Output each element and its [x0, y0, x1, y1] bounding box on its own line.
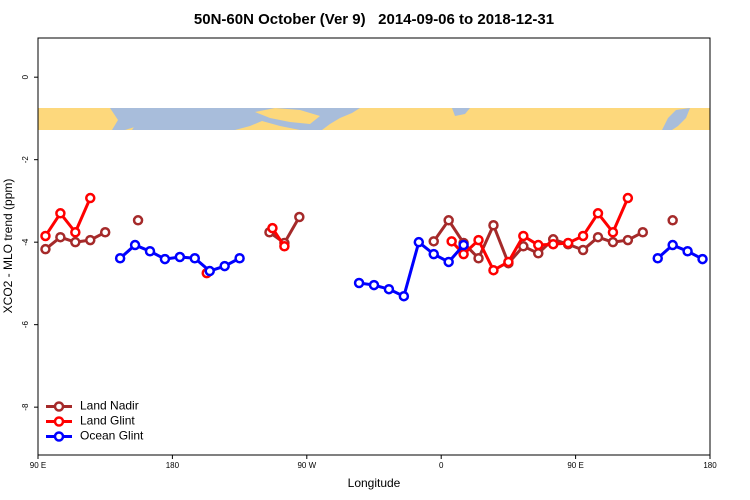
point [488, 264, 499, 276]
point [446, 236, 457, 247]
legend-label: Land Nadir [80, 399, 139, 413]
point [398, 290, 410, 302]
point [577, 230, 589, 242]
point [114, 253, 126, 264]
point [219, 260, 230, 272]
point [592, 208, 604, 219]
series-line [44, 197, 630, 273]
point [40, 230, 51, 242]
point [697, 253, 708, 265]
x-tick-label: 90 W [297, 461, 316, 470]
legend-label: Land Glint [80, 414, 135, 428]
point [234, 253, 245, 264]
point [473, 234, 484, 246]
point [267, 222, 278, 234]
point [353, 277, 365, 289]
point [70, 236, 81, 248]
point [682, 245, 693, 257]
point [294, 211, 305, 223]
point [70, 227, 81, 238]
map-band [38, 108, 710, 130]
point [577, 244, 589, 256]
point [85, 234, 96, 246]
point [85, 192, 96, 204]
point [279, 241, 290, 252]
x-tick-label: 0 [439, 461, 444, 470]
point [562, 237, 574, 249]
point [383, 283, 395, 295]
x-tick-label: 180 [166, 461, 180, 470]
point [159, 253, 171, 265]
point [174, 251, 186, 263]
point [55, 231, 66, 243]
point [132, 215, 144, 226]
point [503, 256, 514, 268]
x-axis-label: Longitude [348, 476, 401, 490]
point [40, 243, 51, 255]
legend-marker [53, 401, 65, 412]
point [533, 248, 544, 259]
x-tick-label: 180 [703, 461, 717, 470]
point [443, 256, 454, 268]
point [458, 239, 469, 251]
plot-frame [37, 37, 711, 456]
point [667, 215, 678, 226]
point [652, 253, 663, 264]
y-tick-label: -8 [21, 403, 30, 411]
point [637, 227, 649, 238]
y-tick-label: -6 [21, 321, 30, 329]
point [458, 248, 469, 260]
y-tick-label: 0 [21, 74, 30, 79]
point [413, 236, 425, 248]
y-tick-label: -4 [21, 238, 30, 246]
point [144, 245, 156, 257]
legend-marker [53, 416, 65, 427]
point [518, 241, 529, 252]
legend-marker [53, 431, 65, 442]
point [518, 230, 529, 242]
point [428, 236, 439, 247]
point [443, 215, 454, 226]
point [592, 231, 604, 243]
point [368, 279, 380, 291]
x-tick-label: 90 E [567, 461, 583, 470]
point [607, 227, 619, 238]
point [129, 239, 141, 251]
point [607, 236, 619, 248]
point [99, 227, 111, 238]
x-tick-label: 90 E [30, 461, 46, 470]
point [189, 253, 201, 264]
y-tick-label: -2 [21, 156, 30, 164]
point [204, 265, 215, 277]
point [488, 220, 499, 231]
point [533, 239, 544, 251]
point [547, 238, 559, 250]
point [473, 253, 484, 264]
point [428, 248, 439, 260]
point [55, 208, 66, 219]
point [622, 192, 634, 204]
point [667, 239, 678, 251]
y-axis-label: XCO2 - MLO trend (ppm) [1, 179, 15, 314]
point [622, 234, 634, 246]
chart-title: 50N-60N October (Ver 9) 2014-09-06 to 20… [194, 11, 554, 28]
legend-label: Ocean Glint [80, 429, 144, 443]
